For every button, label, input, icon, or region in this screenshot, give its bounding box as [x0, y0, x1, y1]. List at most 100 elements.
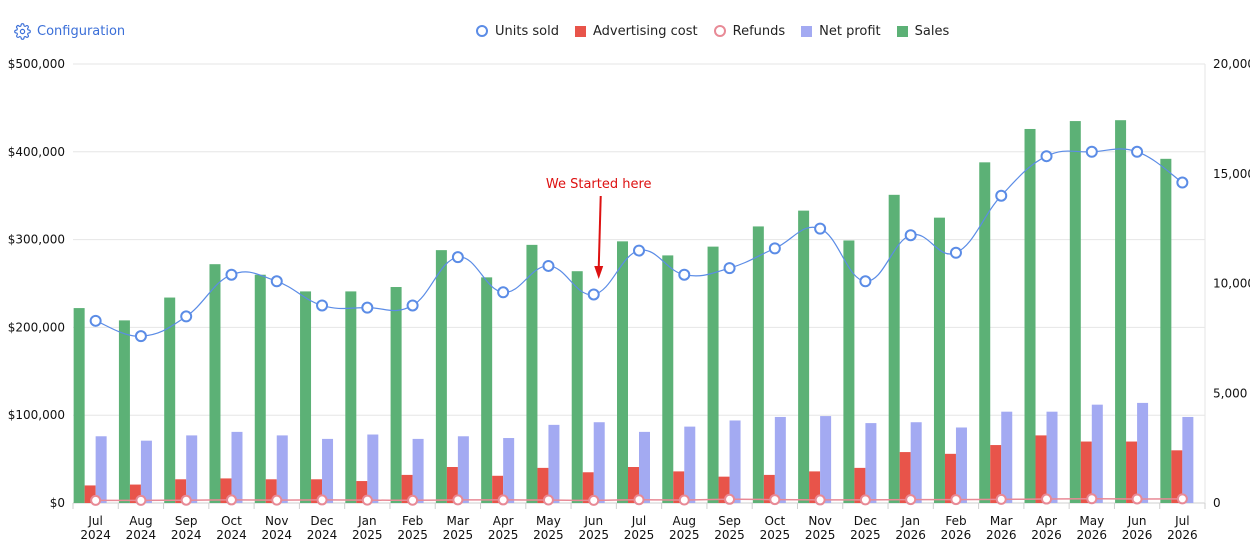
sales-bar — [209, 264, 221, 503]
sales-bar — [73, 308, 85, 503]
units-sold-point — [361, 301, 374, 314]
refunds-point — [225, 494, 237, 506]
x-axis-year-label: 2025 — [624, 528, 655, 542]
x-axis-year-label: 2025 — [850, 528, 881, 542]
net-profit-bar — [1046, 411, 1058, 503]
x-axis-month-label: Feb — [945, 514, 966, 528]
refunds-point — [633, 494, 645, 506]
sales-bar — [435, 250, 447, 503]
sales-bar — [979, 162, 991, 503]
refunds-point — [724, 493, 736, 505]
net-profit-bar — [1001, 411, 1013, 503]
x-axis-year-label: 2025 — [488, 528, 519, 542]
advertising-cost-bar — [763, 474, 775, 503]
advertising-cost-bar — [899, 452, 911, 503]
refunds-point — [180, 494, 192, 506]
legend-label: Advertising cost — [592, 23, 698, 39]
refunds-point — [1086, 493, 1098, 505]
units-sold-point — [768, 242, 781, 255]
x-axis-year-label: 2026 — [1167, 528, 1198, 542]
legend-item-refunds[interactable]: Refunds — [713, 23, 786, 39]
x-axis-month-label: Dec — [854, 514, 877, 528]
refunds-point — [316, 494, 328, 506]
net-profit-bar — [140, 440, 152, 503]
advertising-cost-bar — [220, 478, 232, 503]
advertising-cost-bar — [854, 467, 866, 503]
refunds-point — [135, 494, 147, 506]
sales-bar — [300, 291, 312, 503]
sales-bar — [1115, 120, 1127, 503]
legend-item-sales[interactable]: Sales — [896, 23, 950, 39]
x-axis-year-label: 2026 — [941, 528, 972, 542]
advertising-cost-bar — [175, 479, 187, 503]
advertising-cost-bar — [311, 479, 323, 503]
units-sold-point — [949, 246, 962, 259]
legend-item-units-sold[interactable]: Units sold — [476, 24, 559, 39]
configuration-button[interactable]: Configuration — [14, 21, 125, 41]
sales-bar — [843, 240, 855, 503]
units-sold-point — [1131, 145, 1144, 158]
refunds-point — [1176, 493, 1188, 505]
x-axis-year-label: 2025 — [352, 528, 383, 542]
legend-swatch — [574, 25, 586, 37]
net-profit-bar — [367, 434, 379, 503]
legend-item-advertising-cost[interactable]: Advertising cost — [574, 23, 698, 39]
units-sold-point — [89, 314, 102, 327]
refunds-point — [678, 494, 690, 506]
advertising-cost-bar — [537, 467, 549, 503]
sales-bar — [707, 246, 719, 503]
x-axis-month-label: Sep — [718, 514, 741, 528]
units-sold-point — [451, 251, 464, 264]
advertising-cost-bar — [809, 471, 821, 503]
sales-bar — [1024, 128, 1036, 504]
x-axis-year-label: 2025 — [714, 528, 745, 542]
net-profit-bar — [412, 438, 424, 503]
right-axis-tick-label: 20,000 — [1213, 57, 1250, 71]
sales-bar — [254, 274, 266, 503]
sales-bar — [571, 271, 583, 503]
net-profit-bar — [593, 422, 605, 503]
advertising-cost-bar — [492, 475, 504, 503]
refunds-point — [950, 494, 962, 506]
chart-legend: Units sold Advertising cost Refunds Net pro… — [476, 21, 965, 41]
advertising-cost-bar — [401, 474, 413, 503]
x-axis-month-label: Aug — [673, 514, 696, 528]
units-sold-point — [406, 299, 419, 312]
legend-label: Sales — [914, 23, 950, 39]
advertising-cost-bar — [673, 471, 685, 503]
refunds-point — [995, 493, 1007, 505]
advertising-cost-bar — [446, 467, 458, 503]
x-axis-month-label: Nov — [265, 514, 288, 528]
net-profit-bar — [774, 416, 786, 503]
legend-item-net-profit[interactable]: Net profit — [801, 24, 881, 39]
legend-swatch — [896, 25, 908, 37]
units-sold-point — [542, 259, 555, 272]
x-axis-month-label: Jan — [357, 514, 377, 528]
x-axis-month-label: Oct — [764, 514, 785, 528]
annotation-text: We Started here — [546, 177, 652, 192]
left-axis-tick-label: $0 — [50, 496, 65, 510]
sales-bar — [662, 255, 674, 503]
refunds-point — [859, 494, 871, 506]
right-axis-tick-label: 10,000 — [1213, 277, 1250, 291]
x-axis-month-label: May — [536, 514, 561, 528]
advertising-cost-bar — [582, 472, 594, 503]
refunds-point — [361, 494, 373, 506]
net-profit-bar — [639, 431, 650, 503]
x-axis-year-label: 2026 — [986, 528, 1017, 542]
legend-label: Refunds — [732, 23, 786, 39]
legend-swatch — [476, 25, 488, 37]
units-sold-point — [1040, 150, 1053, 163]
x-axis-month-label: Aug — [129, 514, 152, 528]
legend-swatch — [713, 25, 726, 37]
net-profit-bar — [322, 438, 334, 503]
advertising-cost-bar — [1035, 435, 1047, 503]
x-axis-year-label: 2025 — [397, 528, 428, 542]
sales-bar — [164, 297, 176, 503]
refunds-point — [497, 494, 509, 506]
gear-icon — [14, 22, 31, 40]
x-axis-month-label: Jul — [1174, 514, 1189, 528]
advertising-cost-bar — [129, 484, 141, 503]
net-profit-bar — [186, 435, 198, 503]
advertising-cost-bar — [356, 481, 368, 503]
